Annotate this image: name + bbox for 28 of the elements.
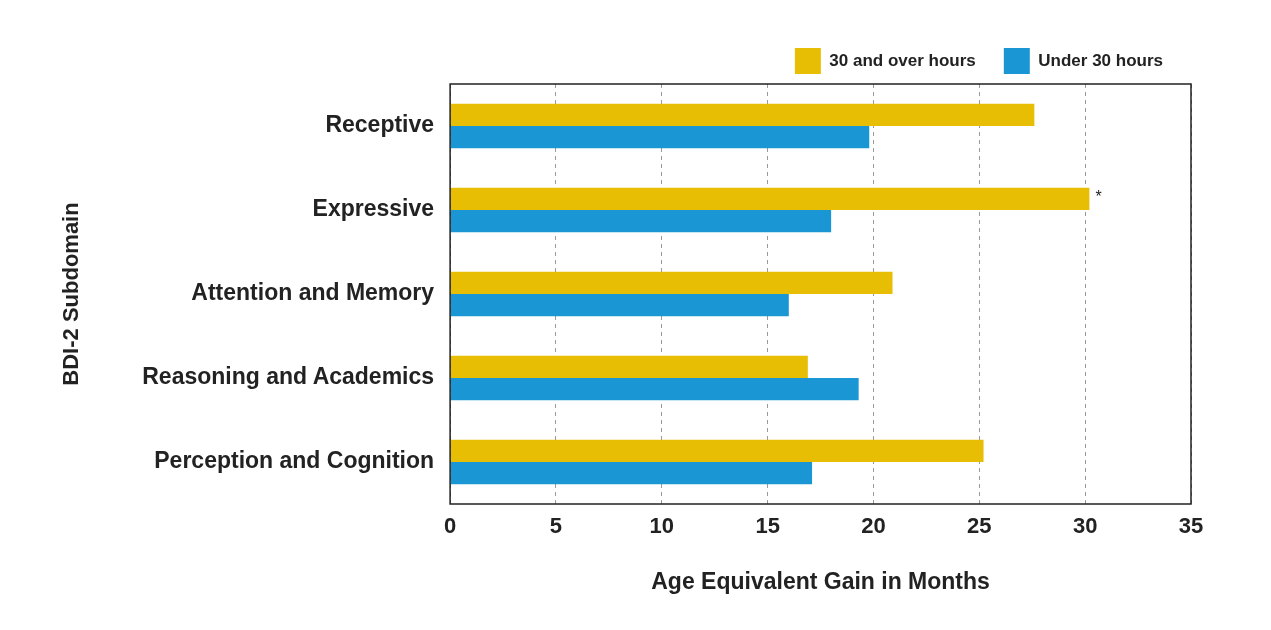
bar <box>450 187 1090 210</box>
y-tick-label: Reasoning and Academics <box>142 363 435 390</box>
bar <box>450 355 808 378</box>
x-tick-label: 25 <box>967 513 992 539</box>
x-tick-label: 20 <box>861 513 886 539</box>
y-tick-label: Perception and Cognition <box>154 447 435 474</box>
y-axis-title: BDI-2 Subdomain <box>58 202 84 386</box>
bar <box>450 210 832 233</box>
bar <box>450 439 984 462</box>
x-tick-label: 0 <box>443 513 457 539</box>
y-tick-label: Attention and Memory <box>191 279 435 306</box>
x-tick-label: 5 <box>549 513 563 539</box>
bar <box>450 126 870 149</box>
x-tick-label: 35 <box>1178 513 1204 539</box>
annotation: * <box>1095 188 1102 206</box>
x-tick-label: 10 <box>649 513 675 539</box>
legend-label: Under 30 hours <box>1038 50 1164 70</box>
x-axis-title: Age Equivalent Gain in Months <box>651 567 990 594</box>
bar <box>450 271 893 294</box>
y-tick-label: Expressive <box>312 195 435 222</box>
x-tick-label: 30 <box>1072 513 1098 539</box>
y-tick-label: Receptive <box>325 111 435 138</box>
bar <box>450 378 859 401</box>
bar <box>450 462 813 485</box>
bar <box>450 294 789 317</box>
legend-label: 30 and over hours <box>829 50 976 70</box>
x-tick-label: 15 <box>755 513 780 539</box>
bar <box>450 103 1035 126</box>
